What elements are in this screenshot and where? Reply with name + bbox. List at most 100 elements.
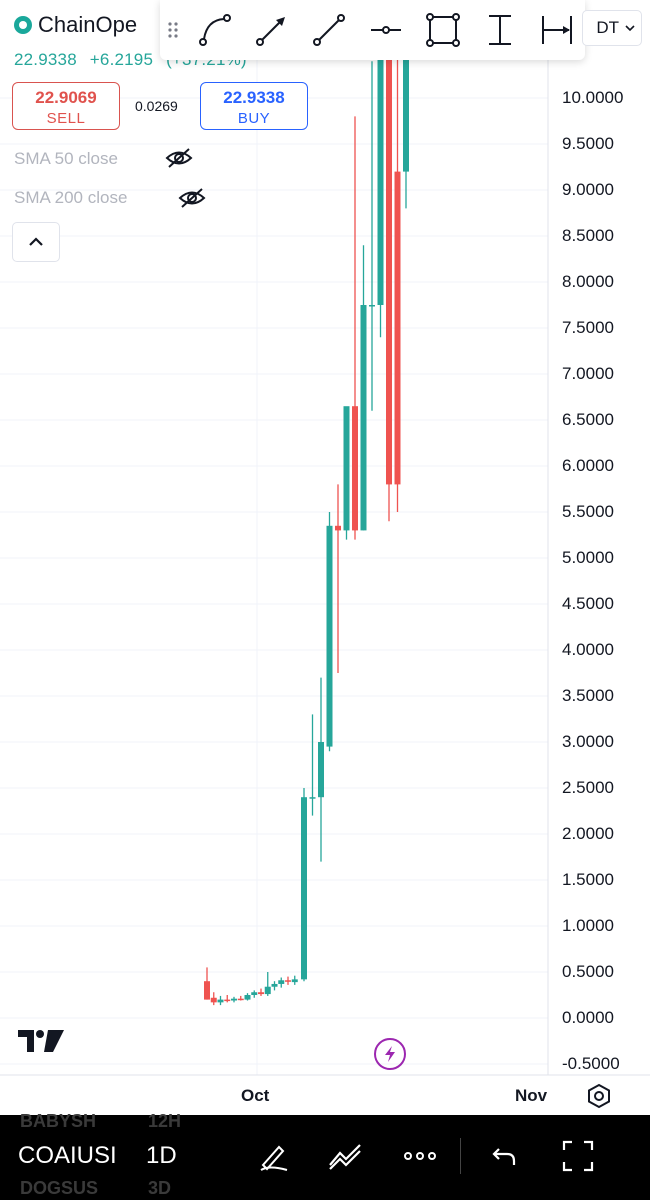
sma-200-label[interactable]: SMA 200 close	[14, 188, 128, 207]
y-tick-label: 7.0000	[562, 364, 614, 383]
vertical-line-tool-icon[interactable]	[471, 0, 528, 60]
candle	[335, 484, 341, 673]
date-range-tool-icon[interactable]	[528, 0, 585, 60]
y-tick-label: 0.5000	[562, 962, 614, 981]
y-tick-label: 0.0000	[562, 1008, 614, 1027]
collapse-legend-button[interactable]	[12, 222, 60, 262]
candle	[258, 988, 264, 996]
quote-currency-dropdown[interactable]: DT	[582, 10, 642, 46]
symbol-logo-icon	[14, 16, 32, 34]
tradingview-logo-icon[interactable]	[18, 1028, 64, 1054]
candle-body	[369, 305, 375, 307]
candle	[224, 995, 231, 1003]
quote-currency-label: DT	[596, 18, 619, 37]
candle	[264, 972, 271, 996]
candle	[386, 33, 392, 522]
candle-body	[377, 33, 384, 305]
sma-50-label[interactable]: SMA 50 close	[14, 149, 118, 168]
interval-picker[interactable]: 1D	[146, 1142, 177, 1169]
lightning-icon[interactable]	[374, 1038, 406, 1070]
y-tick-label: 6.5000	[562, 410, 614, 429]
y-tick-label: 8.5000	[562, 226, 614, 245]
candle-body	[258, 992, 264, 995]
y-tick-label: 10.0000	[562, 88, 624, 107]
candle	[231, 996, 237, 1003]
sell-price: 22.9069	[35, 88, 97, 107]
candle-body	[352, 406, 358, 531]
sell-button[interactable]: 22.9069 SELL	[12, 82, 120, 130]
candle	[278, 977, 285, 988]
candle-body	[264, 986, 271, 995]
symbol-picker[interactable]: COAIUSI	[18, 1142, 117, 1169]
buy-label: BUY	[237, 110, 271, 127]
indicators-icon[interactable]	[328, 1138, 364, 1174]
chart-area[interactable]: ChainOpe 22.9338 +6.2195 (+37.21%) 22.90…	[0, 0, 650, 1115]
candle	[217, 995, 224, 1006]
candle-body	[335, 525, 341, 531]
hidden-eye-icon[interactable]	[165, 147, 193, 169]
candle	[251, 990, 258, 998]
y-tick-label: -0.5000	[562, 1054, 620, 1073]
candle-body	[403, 33, 409, 172]
candle-body	[301, 797, 307, 980]
horizontal-line-tool-icon[interactable]	[357, 0, 414, 60]
chevron-up-icon	[29, 237, 43, 246]
interval-picker-prev: 12H	[148, 1111, 182, 1131]
candle-body	[224, 999, 231, 1002]
undo-icon[interactable]	[486, 1138, 522, 1174]
candle	[352, 116, 358, 540]
candle	[369, 61, 375, 411]
y-tick-label: 4.0000	[562, 640, 614, 659]
y-tick-label: 1.0000	[562, 916, 614, 935]
candle	[237, 995, 244, 1001]
candle	[318, 677, 324, 862]
sell-label: SELL	[46, 110, 86, 127]
settings-icon[interactable]	[585, 1082, 613, 1110]
fullscreen-icon[interactable]	[560, 1138, 596, 1174]
drawing-toolbar	[160, 0, 585, 60]
y-tick-label: 8.0000	[562, 272, 614, 291]
drag-handle-icon[interactable]	[160, 20, 186, 40]
buy-price: 22.9338	[223, 88, 285, 107]
candle-body	[309, 797, 316, 799]
toolbar-divider	[460, 1138, 461, 1174]
candle	[326, 512, 333, 752]
candle-body	[326, 525, 333, 747]
candle-body	[318, 742, 324, 798]
curve-tool-icon[interactable]	[186, 0, 243, 60]
more-options-icon[interactable]	[402, 1138, 438, 1174]
last-price: 22.9338	[14, 50, 77, 69]
candle	[291, 975, 298, 985]
candle-body	[394, 171, 401, 485]
arrow-tool-icon[interactable]	[243, 0, 300, 60]
hidden-eye-icon[interactable]	[178, 187, 206, 209]
candle	[360, 245, 367, 531]
pen-draw-icon[interactable]	[256, 1138, 292, 1174]
candle-body	[217, 999, 224, 1003]
candle	[285, 976, 291, 985]
symbol-name: ChainOpe	[38, 12, 138, 37]
candle	[377, 33, 384, 338]
y-tick-label: 7.5000	[562, 318, 614, 337]
symbol-title[interactable]: ChainOpe	[14, 12, 137, 38]
x-tick-oct: Oct	[241, 1086, 270, 1105]
y-tick-label: 5.5000	[562, 502, 614, 521]
y-tick-label: 3.5000	[562, 686, 614, 705]
bottom-toolbar: BABYSH 12H DOGSUS 3D	[0, 1111, 650, 1200]
y-tick-label: 9.0000	[562, 180, 614, 199]
candle	[210, 992, 217, 1006]
candle-body	[251, 992, 258, 995]
candle-body	[204, 981, 210, 1000]
candle	[343, 406, 350, 540]
y-tick-label: 9.5000	[562, 134, 614, 153]
candle	[403, 33, 409, 209]
candle	[244, 993, 251, 1001]
candlestick-chart[interactable]	[0, 0, 650, 1115]
rectangle-tool-icon[interactable]	[414, 0, 471, 60]
trend-line-tool-icon[interactable]	[300, 0, 357, 60]
buy-button[interactable]: 22.9338 BUY	[200, 82, 308, 130]
candle	[301, 788, 307, 982]
y-tick-label: 4.5000	[562, 594, 614, 613]
candle-body	[386, 33, 392, 485]
spread-value: 0.0269	[135, 98, 178, 114]
